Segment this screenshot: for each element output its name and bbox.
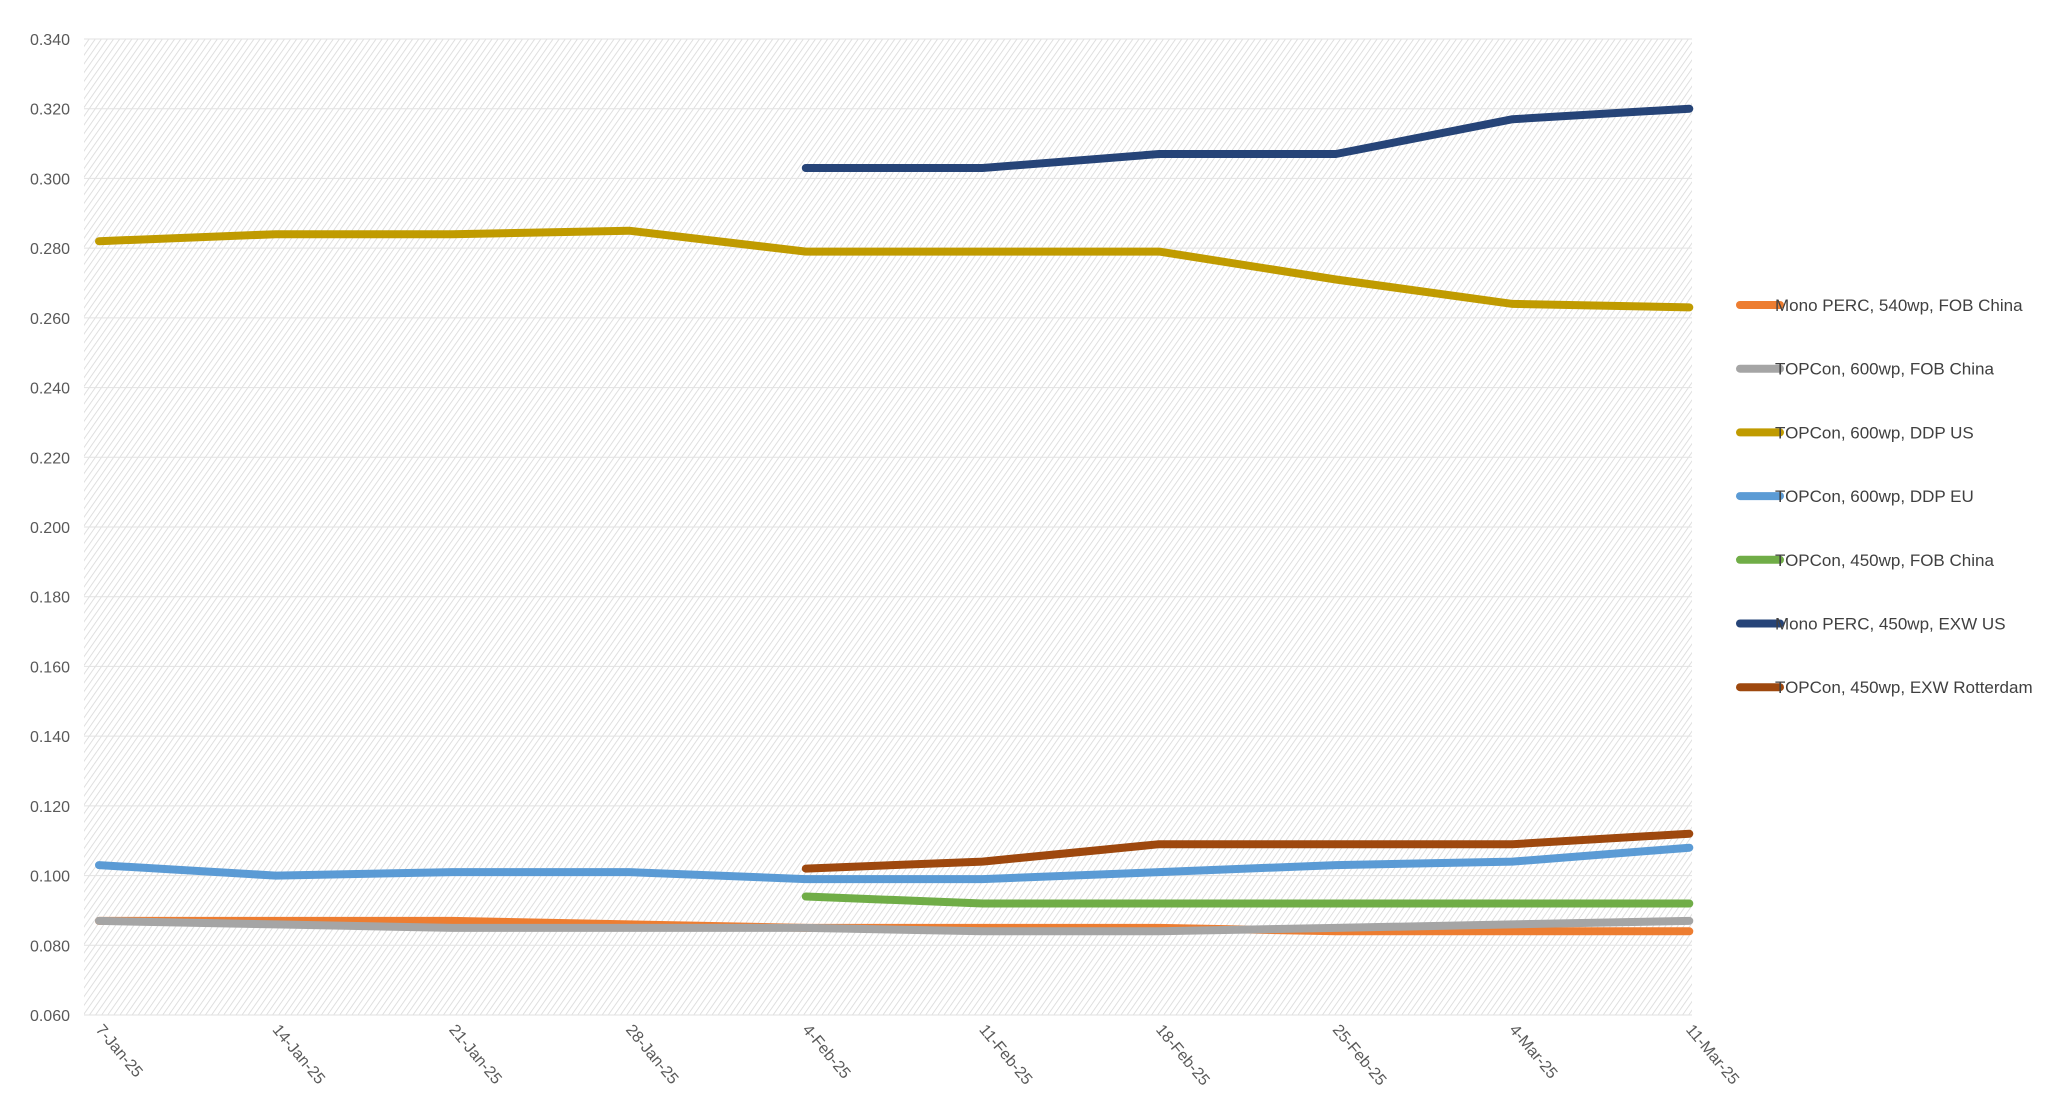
x-tick-label: 7-Jan-25: [92, 1022, 146, 1081]
series-lines: [95, 104, 1694, 936]
y-tick-label: 0.100: [30, 869, 70, 886]
legend-label: Mono PERC, 540wp, FOB China: [1775, 296, 2023, 315]
x-axis-tick-labels: 7-Jan-25 14-Jan-25 21-Jan-25 28-Jan-25 4-Feb…: [92, 1022, 1742, 1090]
y-tick-label: 0.320: [30, 102, 70, 119]
series-line-3: [95, 226, 1694, 312]
y-tick-label: 0.160: [30, 659, 70, 676]
x-tick-label: 28-Jan-25: [622, 1022, 681, 1088]
y-tick-label: 0.240: [30, 381, 70, 398]
y-tick-label: 0.260: [30, 311, 70, 328]
y-tick-label: 0.200: [30, 520, 70, 537]
x-tick-label: 18-Feb-25: [1152, 1022, 1213, 1090]
x-tick-label: 4-Feb-25: [799, 1022, 854, 1083]
y-tick-label: 0.060: [30, 1008, 70, 1025]
y-tick-label: 0.080: [30, 938, 70, 955]
x-tick-label: 11-Feb-25: [975, 1022, 1035, 1089]
legend-label: TOPCon, 600wp, DDP EU: [1775, 487, 1974, 506]
legend-label: Mono PERC, 450wp, EXW US: [1775, 615, 2006, 634]
y-tick-label: 0.340: [30, 32, 70, 49]
y-tick-label: 0.220: [30, 450, 70, 467]
x-tick-label: 11-Mar-25: [1682, 1022, 1742, 1089]
y-tick-label: 0.280: [30, 241, 70, 258]
y-tick-label: 0.300: [30, 171, 70, 188]
series-line-4: [95, 843, 1694, 884]
series-line-5: [801, 892, 1694, 908]
y-tick-label: 0.180: [30, 590, 70, 607]
series-line-2: [95, 916, 1694, 936]
x-tick-label: 25-Feb-25: [1329, 1022, 1390, 1090]
x-tick-label: 14-Jan-25: [269, 1022, 328, 1088]
series-line-7: [801, 829, 1694, 873]
x-tick-label: 21-Jan-25: [445, 1022, 504, 1088]
legend: Mono PERC, 540wp, FOB China TOPCon, 600wp…: [1736, 296, 2033, 697]
legend-label: TOPCon, 600wp, DDP US: [1775, 423, 1974, 442]
legend-label: TOPCon, 600wp, FOB China: [1775, 360, 1994, 379]
y-tick-label: 0.120: [30, 799, 70, 816]
y-axis-tick-labels: 0.060 0.080 0.100 0.120 0.140 0.160 0.180 0.200…: [30, 32, 70, 1025]
series-line-6: [801, 104, 1694, 172]
y-tick-label: 0.140: [30, 729, 70, 746]
legend-label: TOPCon, 450wp, FOB China: [1775, 551, 1994, 570]
legend-label: TOPCon, 450wp, EXW Rotterdam: [1775, 678, 2033, 697]
x-tick-label: 4-Mar-25: [1506, 1022, 1561, 1083]
